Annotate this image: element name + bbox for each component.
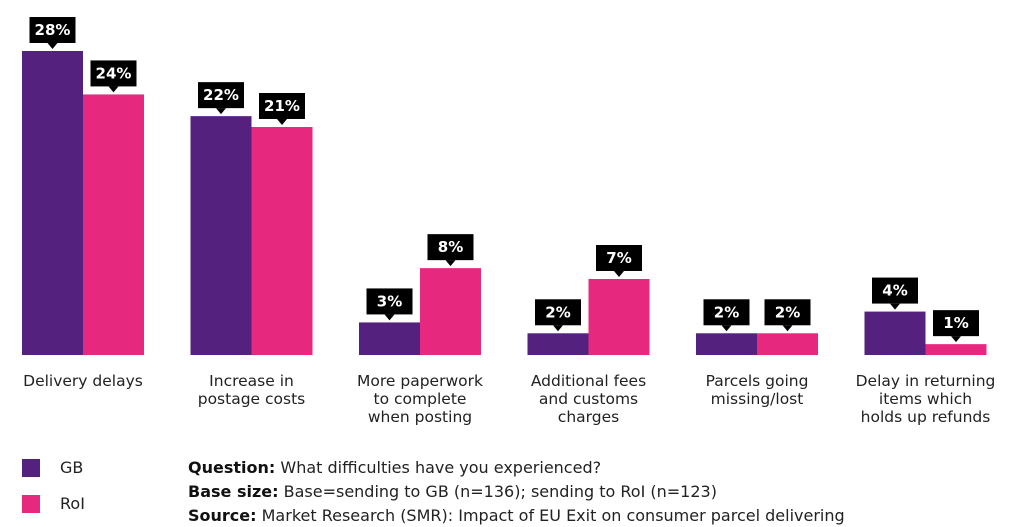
category-label-line: Delivery delays (23, 372, 143, 390)
category-label-line: missing/lost (710, 390, 804, 408)
category-label-line: charges (557, 408, 620, 426)
bar-gb-5 (864, 311, 926, 355)
data-label-gb-1: 22% (198, 82, 244, 115)
svg-text:8%: 8% (438, 238, 463, 256)
svg-text:2%: 2% (775, 303, 800, 321)
data-label-roi-0: 24% (90, 60, 137, 93)
svg-text:2%: 2% (545, 303, 570, 321)
source-label: Source: (188, 506, 257, 525)
bar-gb-0 (22, 51, 83, 355)
base-size-note: Base size: Base=sending to GB (n=136); s… (188, 481, 717, 503)
category-label-line: postage costs (197, 390, 306, 408)
source-note: Source: Market Research (SMR): Impact of… (188, 505, 845, 527)
category-label-line: Increase in (209, 372, 294, 390)
question-note: Question: What difficulties have you exp… (188, 457, 601, 479)
svg-text:7%: 7% (606, 249, 631, 267)
bar-roi-0 (83, 94, 144, 355)
data-label-roi-3: 7% (596, 245, 642, 277)
bar-gb-4 (696, 333, 757, 355)
base-size-text: Base=sending to GB (n=136); sending to R… (283, 482, 717, 501)
legend-label-roi: RoI (60, 494, 85, 513)
category-label-0: Delivery delays (8, 372, 158, 390)
category-label-5: Delay in returning items which holds up re… (851, 372, 1001, 426)
legend-swatch-gb (22, 459, 40, 477)
base-size-label: Base size: (188, 482, 279, 501)
data-label-roi-2: 8% (427, 234, 474, 267)
svg-text:24%: 24% (96, 64, 132, 82)
bar-chart: 28% 24% 22% 21% 3% 8% 2% 7% 2% 2% 4% 1% (22, 17, 987, 356)
data-label-gb-0: 28% (29, 17, 76, 49)
category-label-line: Additional fees (530, 372, 647, 390)
category-label-line: Delay in returning (855, 372, 996, 390)
category-label-line: holds up refunds (860, 408, 991, 426)
data-label-roi-5: 1% (933, 310, 979, 343)
category-label-line: items which (878, 390, 973, 408)
bar-gb-1 (190, 116, 252, 356)
category-label-3: Additional fees and customs charges (514, 372, 664, 426)
category-label-2: More paperwork to complete when posting (345, 372, 495, 426)
legend-swatch-roi (22, 495, 40, 513)
category-label-line: More paperwork (357, 372, 483, 390)
bar-roi-4 (757, 333, 818, 355)
svg-text:21%: 21% (264, 97, 300, 115)
data-label-gb-3: 2% (535, 299, 581, 332)
bar-roi-3 (588, 279, 650, 355)
svg-text:22%: 22% (203, 86, 239, 104)
legend-label-gb: GB (60, 458, 84, 477)
svg-text:28%: 28% (35, 21, 71, 39)
data-label-gb-4: 2% (703, 299, 750, 332)
bar-roi-1 (251, 127, 313, 355)
bar-roi-2 (420, 268, 481, 355)
category-label-line: Parcels going (705, 372, 809, 390)
question-text: What difficulties have you experienced? (280, 458, 602, 477)
bar-roi-5 (925, 344, 987, 355)
data-label-gb-5: 4% (872, 277, 918, 310)
svg-text:2%: 2% (714, 303, 739, 321)
question-label: Question: (188, 458, 276, 477)
svg-text:3%: 3% (377, 292, 402, 310)
category-label-4: Parcels going missing/lost (682, 372, 832, 408)
bar-gb-3 (527, 333, 589, 355)
category-label-line: and customs (538, 390, 639, 408)
category-label-line: when posting (367, 408, 473, 426)
svg-text:1%: 1% (943, 314, 968, 332)
bar-gb-2 (359, 322, 420, 355)
svg-text:4%: 4% (882, 282, 907, 300)
category-label-line: to complete (373, 390, 467, 408)
data-label-roi-4: 2% (764, 299, 811, 332)
category-label-1: Increase in postage costs (177, 372, 327, 408)
data-label-gb-2: 3% (366, 288, 413, 321)
source-text: Market Research (SMR): Impact of EU Exit… (261, 506, 845, 525)
data-label-roi-1: 21% (259, 93, 305, 125)
